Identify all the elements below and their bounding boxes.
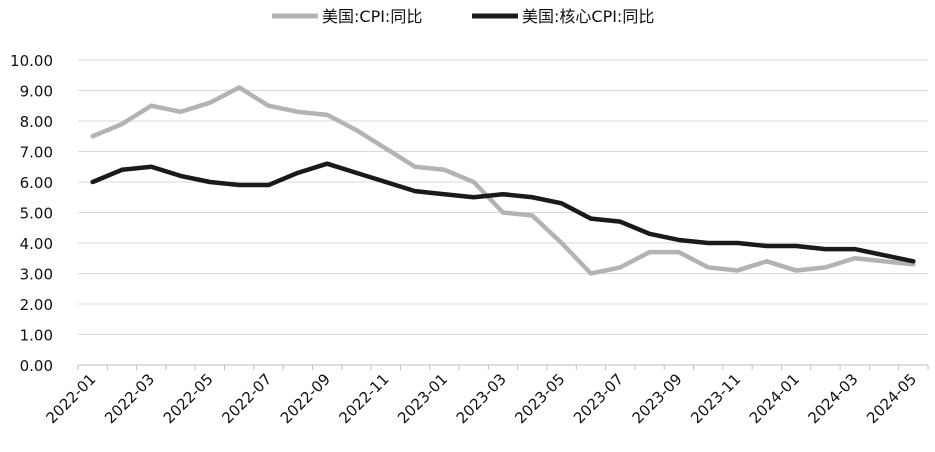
data-point-cpi	[207, 100, 212, 105]
x-tick-label: 2023-09	[629, 370, 686, 427]
x-tick-label: 2023-01	[394, 370, 451, 427]
data-point-core-cpi	[735, 241, 740, 245]
x-tick-label: 2023-07	[570, 370, 627, 427]
x-tick-label: 2024-01	[746, 370, 803, 427]
data-point-core-cpi	[119, 167, 124, 172]
y-tick-label: 8.00	[20, 113, 53, 131]
x-tick-label: 2022-05	[160, 370, 217, 427]
x-tick-label: 2022-07	[218, 370, 275, 427]
x-tick-label: 2023-05	[511, 370, 568, 427]
data-point-cpi	[852, 256, 857, 261]
data-point-cpi	[618, 265, 623, 270]
legend-label-cpi: 美国:CPI:同比	[322, 7, 422, 26]
data-point-cpi	[706, 265, 711, 270]
data-point-cpi	[354, 128, 359, 133]
data-point-cpi	[442, 167, 447, 172]
data-point-core-cpi	[149, 164, 154, 169]
data-point-core-cpi	[852, 247, 857, 252]
data-point-cpi	[295, 109, 300, 114]
y-tick-label: 3.00	[20, 266, 53, 284]
data-point-cpi	[588, 271, 593, 276]
y-tick-label: 5.00	[20, 205, 53, 223]
data-point-core-cpi	[383, 180, 388, 184]
x-tick-label: 2024-03	[804, 370, 861, 427]
y-tick-label: 7.00	[20, 144, 53, 162]
data-point-cpi	[501, 210, 505, 215]
y-tick-label: 2.00	[20, 296, 53, 314]
data-point-cpi	[471, 180, 476, 184]
data-point-core-cpi	[559, 201, 564, 206]
y-tick-label: 1.00	[20, 327, 53, 345]
data-point-cpi	[764, 259, 769, 264]
data-point-cpi	[237, 85, 242, 90]
legend-label-core-cpi: 美国:核心CPI:同比	[522, 7, 654, 26]
data-point-core-cpi	[676, 237, 681, 242]
data-point-core-cpi	[530, 195, 535, 200]
plot-area	[90, 85, 916, 276]
y-axis: 0.00 1.00 2.00 3.00 4.00 5.00 6.00 7.00 8.00 9.00…	[10, 52, 53, 375]
data-point-cpi	[383, 146, 388, 151]
y-tick-label: 10.00	[10, 52, 53, 70]
data-point-cpi	[266, 103, 271, 108]
x-tick-label: 2022-11	[336, 370, 393, 427]
data-point-core-cpi	[237, 183, 242, 188]
data-point-core-cpi	[325, 161, 330, 166]
data-point-core-cpi	[90, 180, 95, 184]
legend: 美国:CPI:同比 美国:核心CPI:同比	[272, 7, 654, 26]
data-point-core-cpi	[207, 180, 212, 184]
data-point-core-cpi	[413, 189, 418, 194]
x-tick-label: 2022-03	[101, 370, 158, 427]
data-point-core-cpi	[823, 247, 828, 252]
data-point-cpi	[119, 122, 124, 127]
data-point-core-cpi	[911, 259, 916, 264]
data-point-core-cpi	[266, 183, 271, 188]
data-point-cpi	[647, 250, 652, 255]
data-point-core-cpi	[794, 244, 799, 249]
data-point-core-cpi	[442, 192, 447, 197]
data-point-cpi	[882, 259, 887, 264]
data-point-core-cpi	[354, 170, 359, 175]
x-tick-label: 2023-11	[687, 370, 744, 427]
data-point-cpi	[90, 134, 95, 139]
x-axis: 2022-01 2022-03 2022-05 2022-07 2022-09 2022-…	[42, 364, 929, 427]
y-tick-label: 0.00	[20, 357, 53, 375]
data-point-core-cpi	[618, 219, 623, 224]
y-tick-label: 6.00	[20, 174, 53, 192]
data-point-cpi	[530, 213, 535, 218]
data-point-cpi	[413, 164, 418, 169]
x-tick-label: 2022-09	[277, 370, 334, 427]
data-point-cpi	[735, 268, 740, 273]
data-point-cpi	[178, 109, 183, 114]
data-point-core-cpi	[471, 195, 476, 200]
data-point-cpi	[559, 241, 564, 245]
x-tick-label: 2024-05	[863, 370, 920, 427]
x-tick-label: 2022-01	[42, 370, 99, 427]
y-tick-label: 4.00	[20, 235, 53, 253]
data-point-core-cpi	[501, 192, 505, 197]
data-point-core-cpi	[588, 216, 593, 221]
data-point-core-cpi	[647, 231, 652, 236]
data-point-core-cpi	[764, 244, 769, 249]
x-tick-label: 2023-03	[453, 370, 510, 427]
data-point-core-cpi	[882, 253, 887, 258]
data-point-cpi	[676, 250, 681, 255]
y-tick-label: 9.00	[20, 83, 53, 101]
gridlines	[78, 59, 928, 335]
data-point-cpi	[823, 265, 828, 270]
data-point-cpi	[149, 103, 154, 108]
data-point-cpi	[794, 268, 799, 273]
data-point-core-cpi	[295, 170, 300, 175]
data-point-core-cpi	[178, 173, 183, 178]
data-point-cpi	[325, 112, 330, 117]
data-point-core-cpi	[706, 241, 711, 245]
